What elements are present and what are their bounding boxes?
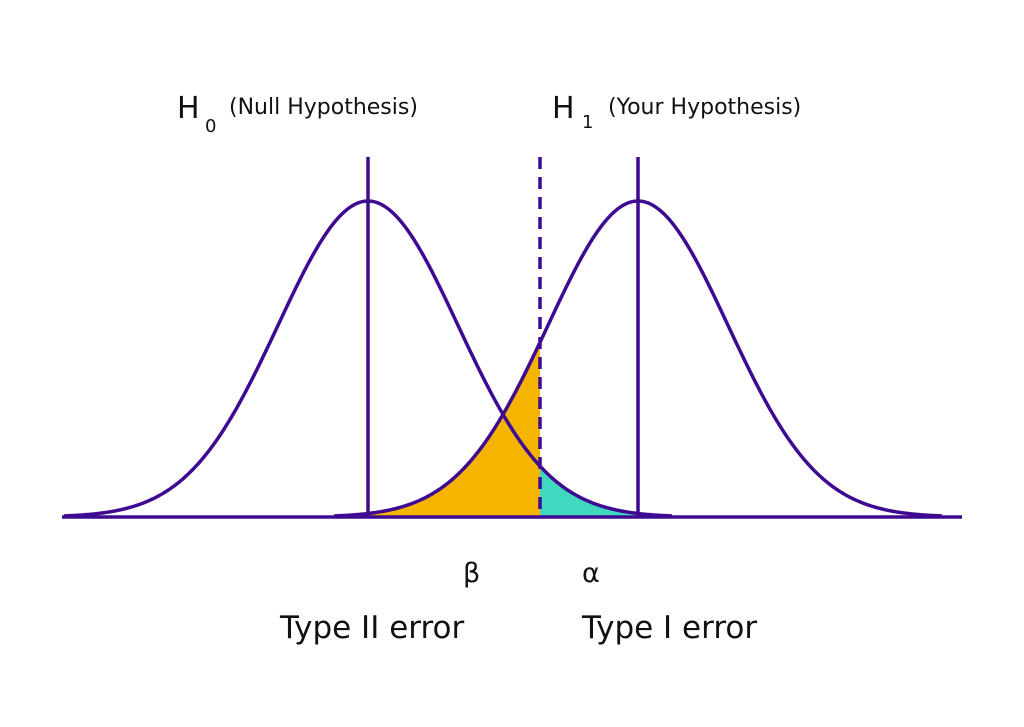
h1-text: (Your Hypothesis) — [608, 95, 801, 120]
h0-subscript: 0 — [205, 116, 216, 137]
type-i-area — [540, 466, 638, 517]
type-i-label: Type I error — [581, 610, 757, 646]
alpha-symbol: α — [582, 558, 600, 589]
type-ii-label: Type II error — [279, 610, 464, 646]
type-ii-area — [368, 342, 540, 517]
h0-text: (Null Hypothesis) — [229, 95, 418, 120]
h1-subscript: 1 — [582, 112, 593, 133]
h0-symbol: H — [177, 91, 200, 126]
h1-symbol: H — [552, 91, 575, 126]
beta-symbol: β — [463, 558, 480, 589]
